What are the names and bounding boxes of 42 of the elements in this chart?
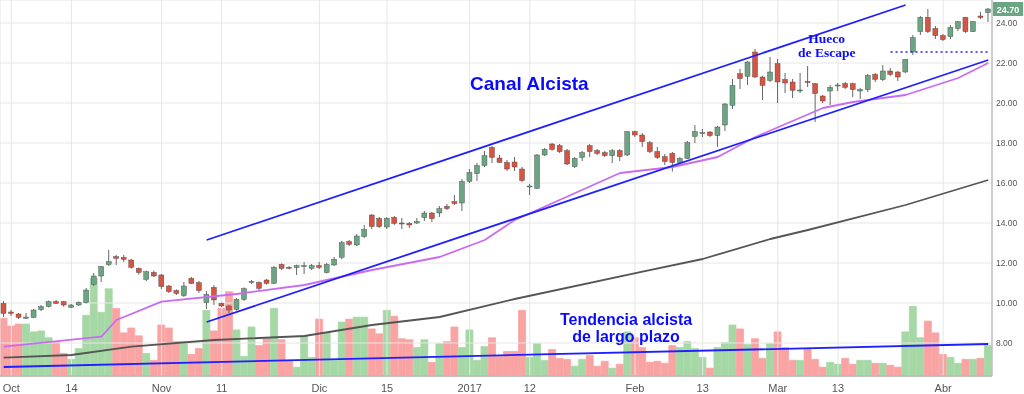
candlestick [804, 65, 811, 88]
x-tick-label: 14 [65, 381, 78, 394]
x-tick-label: 2017 [457, 381, 482, 394]
bar [345, 318, 354, 376]
bar [961, 358, 970, 376]
annotation: 24.70 [996, 4, 1020, 15]
x-tick-label: 15 [380, 381, 394, 394]
y-tick-label: 22.00 [996, 58, 1018, 69]
candlestick [827, 84, 833, 106]
bar [743, 344, 752, 376]
x-tick-label: 11 [215, 381, 228, 394]
candlestick [812, 82, 818, 123]
candlestick [985, 7, 991, 23]
y-tick-label: 8.00 [996, 338, 1013, 349]
x-tick-label: Oct [2, 381, 20, 394]
x-tick-label: 13 [696, 381, 709, 394]
y-tick-label: 14.00 [996, 218, 1018, 229]
y-tick-label: 16.00 [996, 178, 1018, 189]
x-tick-label: Abr [934, 381, 953, 394]
bar [871, 362, 880, 376]
bar [976, 357, 985, 376]
bar [202, 309, 211, 376]
y-tick-label: 20.00 [996, 98, 1018, 109]
x-tick-label: Nov [151, 381, 172, 394]
line-series [2, 62, 990, 348]
annotation: Tendencia alcista de largo plazo [560, 311, 693, 346]
annotation: Canal Alcista [470, 73, 589, 94]
bar [435, 343, 444, 376]
y-tick-label: 12.00 [996, 258, 1018, 269]
x-tick-label: Feb [625, 381, 645, 394]
candlestick [917, 15, 924, 36]
y-tick-label: 24.00 [996, 18, 1018, 29]
y-tick-label: 18.00 [996, 138, 1018, 149]
x-tick-label: 12 [523, 381, 536, 394]
annotation: Hueco de Escape [798, 31, 856, 61]
x-tick-label: 13 [831, 381, 845, 394]
bar [142, 353, 151, 376]
line-series [2, 179, 990, 359]
y-tick-label: 10.00 [996, 298, 1018, 309]
candlestick [910, 34, 916, 56]
x-tick-label: Mar [768, 381, 788, 394]
x-tick-label: Dic [311, 381, 328, 394]
